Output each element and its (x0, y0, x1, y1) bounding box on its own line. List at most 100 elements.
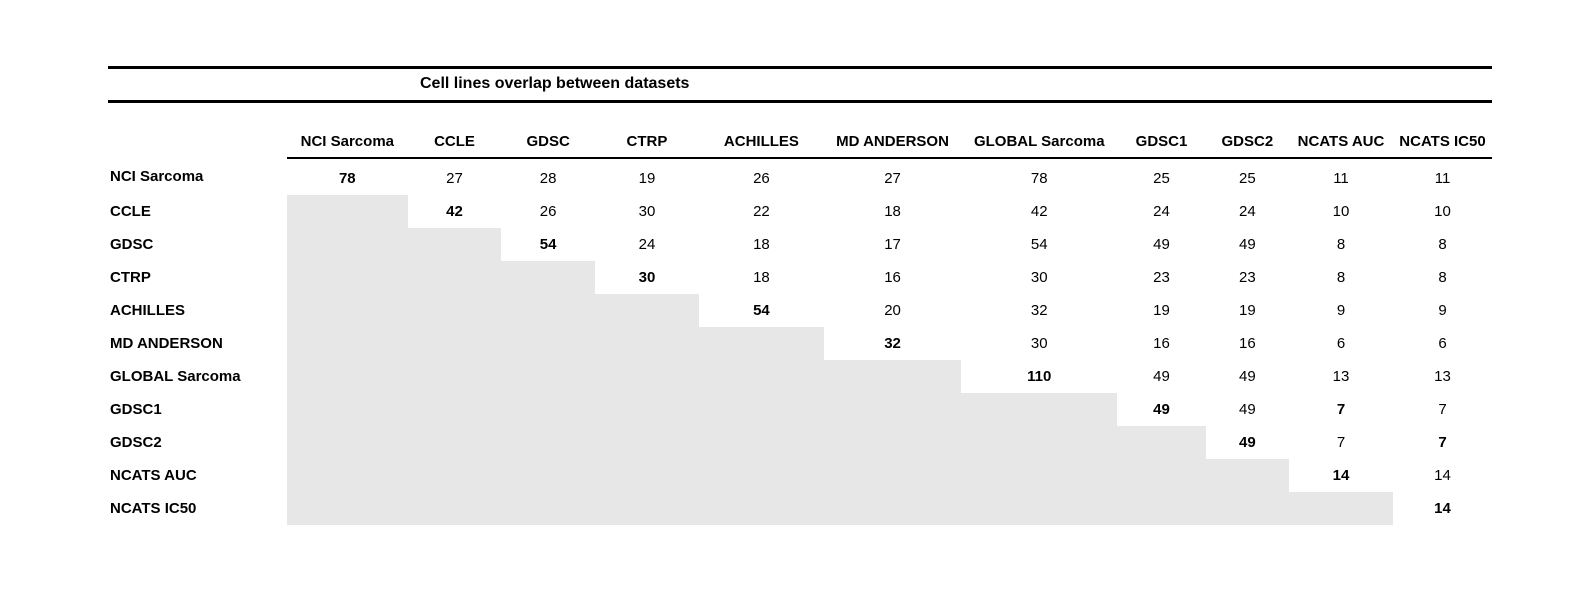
shaded-empty-cell (407, 228, 502, 261)
shaded-empty-cell (286, 228, 408, 261)
shaded-empty-cell (594, 327, 699, 360)
shaded-empty-cell (407, 459, 502, 492)
matrix-cell: 14 (1434, 500, 1451, 517)
matrix-cell: 30 (1030, 335, 1048, 352)
matrix-cell: 78 (1030, 170, 1048, 187)
table-row-global-sarcoma: GLOBAL Sarcoma 110 49 49 13 13 (108, 360, 1492, 393)
shaded-empty-cell (501, 360, 595, 393)
column-header-achilles: ACHILLES (699, 103, 824, 159)
matrix-cell: 18 (753, 269, 770, 286)
shaded-empty-cell (961, 426, 1118, 459)
matrix-cell: 13 (1332, 368, 1350, 385)
matrix-cell: 49 (1153, 401, 1170, 418)
matrix-cell: 9 (1438, 302, 1447, 319)
matrix-cell: 78 (338, 170, 356, 187)
shaded-empty-cell (407, 327, 502, 360)
table-row-achilles: ACHILLES 54 20 32 19 19 9 9 (108, 294, 1492, 327)
shaded-empty-cell (286, 426, 408, 459)
shaded-empty-cell (961, 459, 1118, 492)
corner-cell (108, 103, 287, 158)
shaded-empty-cell (501, 426, 595, 459)
shaded-empty-cell (594, 294, 699, 327)
row-label-ccle: CCLE (110, 203, 151, 220)
shaded-empty-cell (594, 492, 699, 525)
shaded-empty-cell (407, 492, 502, 525)
matrix-cell: 11 (1434, 170, 1451, 187)
matrix-cell: 30 (638, 269, 656, 286)
column-header-ncats-ic50: NCATS IC50 (1393, 103, 1492, 159)
matrix-cell: 24 (1239, 203, 1256, 220)
shaded-empty-cell (407, 393, 502, 426)
shaded-empty-cell (961, 393, 1118, 426)
shaded-empty-cell (407, 426, 502, 459)
row-label-gdsc1: GDSC1 (110, 401, 162, 418)
shaded-empty-cell (1205, 459, 1289, 492)
table-title: Cell lines overlap between datasets (420, 75, 690, 92)
row-label-achilles: ACHILLES (110, 302, 185, 319)
shaded-empty-cell (501, 261, 595, 294)
shaded-empty-cell (286, 492, 408, 525)
matrix-cell: 6 (1438, 335, 1447, 352)
matrix-cell: 17 (884, 236, 901, 253)
shaded-empty-cell (699, 426, 824, 459)
table-title-band: Cell lines overlap between datasets (108, 66, 1492, 103)
matrix-cell: 16 (1153, 335, 1170, 352)
row-label-global-sarcoma: GLOBAL Sarcoma (110, 368, 241, 385)
matrix-cell: 32 (1030, 302, 1048, 319)
matrix-cell: 19 (638, 170, 656, 187)
matrix-cell: 18 (753, 236, 770, 253)
shaded-empty-cell (699, 327, 824, 360)
table-row-gdsc1: GDSC1 49 49 7 7 (108, 393, 1492, 426)
shaded-empty-cell (823, 492, 962, 525)
matrix-cell: 42 (446, 203, 463, 220)
matrix-cell: 27 (446, 170, 463, 187)
column-header-gdsc2: GDSC2 (1205, 103, 1289, 159)
shaded-empty-cell (286, 195, 408, 228)
shaded-empty-cell (286, 459, 408, 492)
matrix-cell: 32 (884, 335, 901, 352)
matrix-cell: 49 (1239, 368, 1256, 385)
matrix-cell: 26 (539, 203, 557, 220)
matrix-cell: 11 (1333, 170, 1349, 187)
matrix-cell: 7 (1336, 434, 1346, 451)
shaded-empty-cell (594, 459, 699, 492)
shaded-empty-cell (407, 261, 502, 294)
table-row-ctrp: CTRP 30 18 16 30 23 23 8 8 (108, 261, 1492, 294)
shaded-empty-cell (501, 492, 595, 525)
matrix-cell: 54 (753, 302, 770, 319)
shaded-empty-cell (594, 426, 699, 459)
matrix-cell: 7 (1438, 401, 1447, 418)
matrix-cell: 6 (1336, 335, 1346, 352)
column-header-ctrp: CTRP (594, 103, 699, 159)
row-label-nci-sarcoma: NCI Sarcoma (110, 168, 204, 185)
matrix-cell: 25 (1153, 170, 1170, 187)
table-row-ncats-ic50: NCATS IC50 14 (108, 492, 1492, 525)
shaded-empty-cell (1117, 459, 1206, 492)
row-label-ncats-ic50: NCATS IC50 (110, 500, 197, 517)
shaded-empty-cell (501, 393, 595, 426)
matrix-cell: 19 (1153, 302, 1170, 319)
shaded-empty-cell (699, 393, 824, 426)
shaded-empty-cell (286, 327, 408, 360)
table-row-ccle: CCLE 42 26 30 22 18 42 24 24 10 10 (108, 195, 1492, 228)
matrix-cell: 42 (1030, 203, 1048, 220)
table-row-md-anderson: MD ANDERSON 32 30 16 16 6 6 (108, 327, 1492, 360)
shaded-empty-cell (501, 294, 595, 327)
matrix-cell: 18 (884, 203, 901, 220)
matrix-cell: 10 (1332, 203, 1350, 220)
row-label-md-anderson: MD ANDERSON (110, 335, 223, 352)
matrix-cell: 8 (1336, 236, 1346, 253)
shaded-empty-cell (407, 360, 502, 393)
column-header-gdsc: GDSC (501, 103, 595, 159)
column-header-md-anderson: MD ANDERSON (823, 103, 962, 159)
column-header-global-sarcoma: GLOBAL Sarcoma (961, 103, 1118, 159)
matrix-cell: 30 (638, 203, 656, 220)
matrix-cell: 23 (1239, 269, 1256, 286)
matrix-cell: 54 (539, 236, 557, 253)
matrix-cell: 16 (884, 269, 901, 286)
table-row-gdsc: GDSC 54 24 18 17 54 49 49 8 8 (108, 228, 1492, 261)
matrix-cell: 49 (1239, 434, 1256, 451)
shaded-empty-cell (286, 261, 408, 294)
matrix-body: NCI Sarcoma 78 27 28 19 26 27 78 25 25 11 11 CCLE 42 2… (108, 158, 1492, 525)
table-row-gdsc2: GDSC2 49 7 7 (108, 426, 1492, 459)
